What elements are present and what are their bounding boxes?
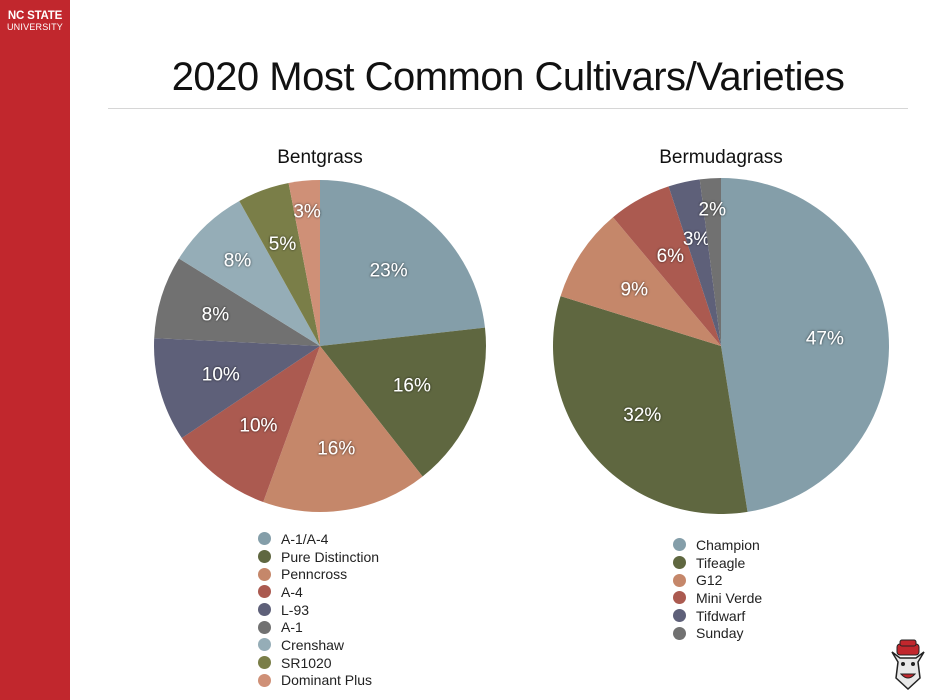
nc-state-logo: NC STATE UNIVERSITY [0,10,70,33]
pie-slice [263,346,423,512]
legend-label: Sunday [696,625,744,642]
legend-item: Penncross [258,565,379,583]
legend-label: A-1 [281,619,303,636]
slice-label: 3% [293,201,321,222]
pie-slice [154,258,320,346]
bentgrass-chart-title: Bentgrass [277,147,363,168]
legend-item: Pure Distinction [258,548,379,566]
slice-label: 8% [202,304,230,325]
legend-label: Tifeagle [696,554,746,571]
legend-item: G12 [673,571,762,589]
wolf-mascot-icon [891,639,925,690]
slice-label: 6% [657,246,685,267]
legend-swatch-icon [673,573,686,587]
legend-item: A-4 [258,583,379,601]
brand-line1: NC STATE [7,10,63,22]
legend-item: A-1/A-4 [258,530,379,548]
slice-label: 5% [269,234,297,255]
legend-swatch-icon [673,538,686,552]
legend-label: A-4 [281,583,303,600]
legend-item: Tifdwarf [673,607,762,625]
legend-label: Penncross [281,566,348,583]
legend-label: Tifdwarf [696,607,746,624]
legend-label: Dominant Plus [281,672,373,689]
pie-slice [320,180,485,346]
legend-item: Crenshaw [258,636,379,654]
legend-swatch-icon [258,656,271,670]
pie-slice [178,200,320,346]
bentgrass-pie: 23% 16% 16% 10% 10% 8% 8% 5% 3% [154,180,486,512]
slice-label: 9% [621,279,649,300]
pie-slice [699,178,721,346]
pie-slice [613,186,721,346]
legend-swatch-icon [673,591,686,605]
slice-label: 23% [370,260,408,281]
legend-swatch-icon [258,550,271,564]
legend-label: A-1/A-4 [281,530,329,547]
legend-swatch-icon [673,609,686,623]
bermudagrass-legend: Champion Tifeagle G12 Mini Verde Tifdwarf Sun… [673,536,762,642]
legend-item: Dominant Plus [258,672,379,690]
legend-swatch-icon [673,626,686,640]
pie-slice [181,346,320,502]
bermudagrass-chart-title: Bermudagrass [659,147,783,168]
page-title: 2020 Most Common Cultivars/Varieties [171,55,845,99]
slice-label: 47% [806,329,844,350]
brand-line2: UNIVERSITY [6,22,63,32]
pie-slice [721,178,890,512]
legend-swatch-icon [258,567,271,581]
legend-item: SR1020 [258,654,379,672]
slice-label: 16% [317,439,355,460]
legend-item: Champion [673,536,762,554]
legend-swatch-icon [258,532,271,546]
slice-label: 16% [393,375,431,396]
brand-sidebar: NC STATE UNIVERSITY [0,0,70,700]
legend-label: Crenshaw [281,636,345,653]
legend-item: Tifeagle [673,554,762,572]
slice-label: 32% [623,405,661,426]
legend-swatch-icon [258,603,271,617]
legend-swatch-icon [673,556,686,570]
legend-label: G12 [696,572,723,589]
pie-slice [288,180,320,346]
legend-swatch-icon [258,638,271,652]
slice-label: 10% [239,415,277,436]
legend-label: Mini Verde [696,589,763,606]
slice-label: 8% [224,250,252,271]
slice-label: 10% [202,364,240,385]
legend-swatch-icon [258,585,271,599]
legend-label: SR1020 [281,654,332,671]
pie-slice [320,327,486,477]
slice-label: 2% [699,200,727,221]
pie-slice [154,338,320,438]
pie-slice [239,182,320,346]
legend-swatch-icon [258,620,271,634]
bentgrass-legend: A-1/A-4 Pure Distinction Penncross A-4 L-93 A… [258,530,379,689]
legend-item: L-93 [258,601,379,619]
legend-item: A-1 [258,618,379,636]
bermudagrass-pie: 47% 32% 9% 6%3% 2% [552,178,890,514]
legend-label: Pure Distinction [281,548,380,565]
pie-slice [552,296,748,514]
slice-label: 3% [683,229,711,250]
pie-slice [668,179,721,346]
legend-swatch-icon [258,673,271,687]
legend-label: L-93 [281,601,310,618]
legend-item: Sunday [673,624,762,642]
legend-label: Champion [696,536,760,553]
legend-item: Mini Verde [673,589,762,607]
pie-slice [560,217,721,346]
title-divider [108,108,908,109]
